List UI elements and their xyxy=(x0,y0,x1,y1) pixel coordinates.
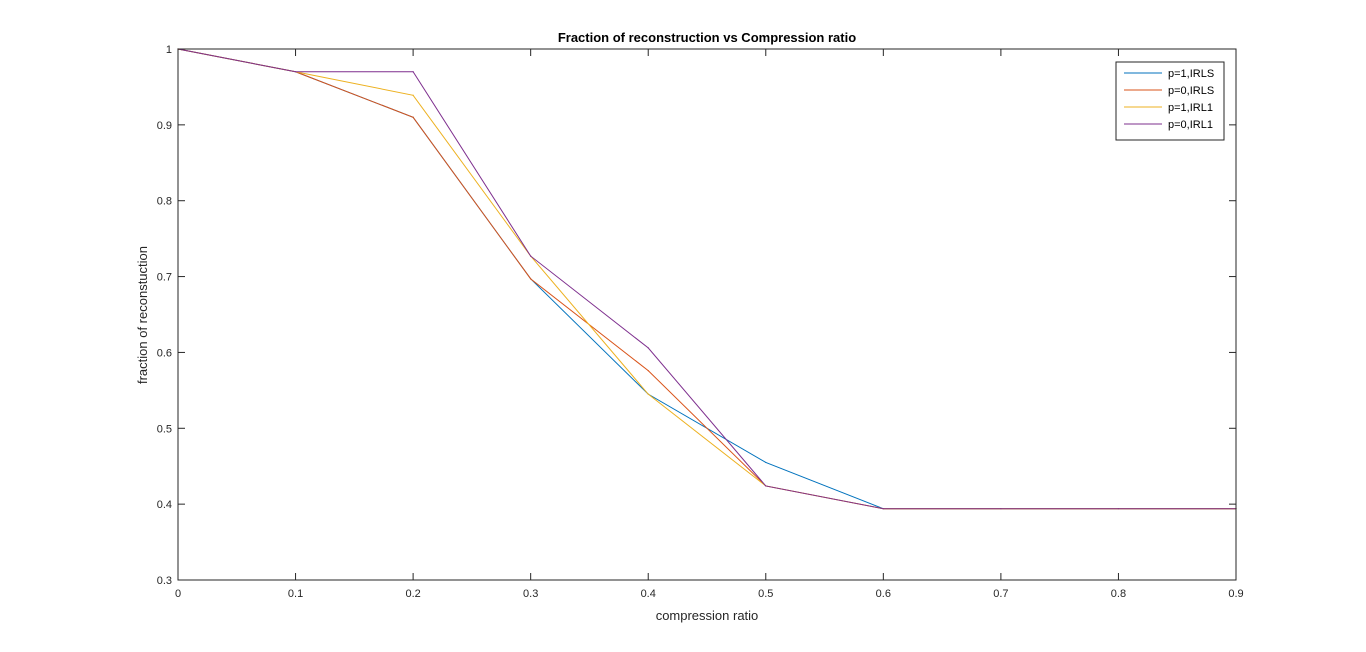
data-point xyxy=(765,461,767,464)
data-point xyxy=(412,71,414,73)
legend: p=1,IRLS p=0,IRLS p=1,IRL1 p=0,IRL1 xyxy=(1115,61,1225,141)
data-point xyxy=(1117,508,1120,510)
x-axis-label: compression ratio xyxy=(656,608,759,623)
y-tick-label: 0.5 xyxy=(157,423,172,435)
y-tick-label: 0.3 xyxy=(157,575,172,587)
legend-box xyxy=(1115,61,1225,141)
x-tick-label: 0.9 xyxy=(1228,588,1243,600)
data-point xyxy=(647,370,649,372)
y-tick-label: 0.9 xyxy=(157,120,172,132)
y-tick-label: 0.6 xyxy=(157,347,172,359)
data-point xyxy=(530,255,532,257)
data-point xyxy=(412,116,414,118)
x-tick-label: 0.7 xyxy=(993,588,1008,600)
x-tick-label: 0.8 xyxy=(1111,588,1126,600)
legend-label: p=0,IRLS xyxy=(1168,85,1214,97)
chart-title: Fraction of reconstruction vs Compressio… xyxy=(558,30,856,45)
x-tick-label: 0 xyxy=(175,588,181,600)
x-axis: 0 0.1 0.2 0.3 0.4 0.5 0.6 0.7 0.8 0.9 xyxy=(175,49,1244,600)
data-point xyxy=(765,485,767,487)
x-tick-label: 0.4 xyxy=(641,588,656,600)
y-axis: 0.3 0.4 0.5 0.6 0.7 0.8 0.9 1 xyxy=(157,44,1236,587)
x-tick-label: 0.2 xyxy=(405,588,420,600)
series-line-3 xyxy=(177,48,1236,510)
x-tick-label: 0.6 xyxy=(876,588,891,600)
data-point xyxy=(1000,508,1002,510)
data-point xyxy=(647,393,649,395)
legend-label: p=1,IRLS xyxy=(1168,68,1214,80)
x-tick-label: 0.3 xyxy=(523,588,538,600)
y-tick-label: 0.8 xyxy=(157,196,172,208)
y-tick-label: 0.4 xyxy=(157,499,172,511)
y-axis-label: fraction of reconstuction xyxy=(135,246,150,384)
data-point xyxy=(412,94,414,96)
x-tick-label: 0.5 xyxy=(758,588,773,600)
plot-frame xyxy=(177,48,1237,581)
data-point xyxy=(882,508,884,510)
data-point xyxy=(647,347,649,349)
plot-background xyxy=(178,49,1236,580)
legend-label: p=0,IRL1 xyxy=(1168,119,1213,131)
x-tick-label: 0.1 xyxy=(288,588,303,600)
y-tick-label: 0.7 xyxy=(157,272,172,284)
data-point xyxy=(294,71,297,73)
y-tick-label: 1 xyxy=(166,44,172,56)
series-layer xyxy=(177,48,1237,510)
legend-label: p=1,IRL1 xyxy=(1168,102,1213,114)
data-point xyxy=(530,278,532,280)
